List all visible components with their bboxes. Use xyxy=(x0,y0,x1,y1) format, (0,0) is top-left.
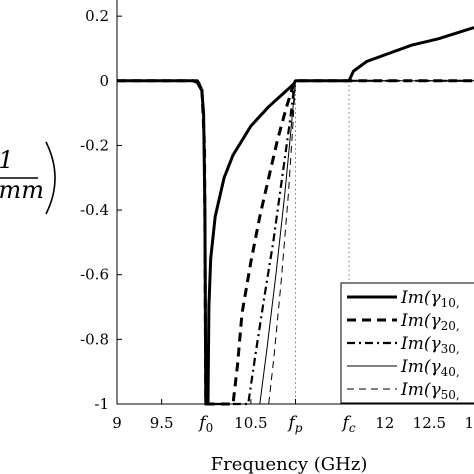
legend-label: Im(γ20, xyxy=(400,311,460,333)
legend-label: Im(γ30, xyxy=(400,334,460,356)
legend: Im(γ10,Im(γ20,Im(γ30,Im(γ40,Im(γ50, xyxy=(340,282,474,404)
plot-frame xyxy=(116,0,474,405)
legend-label: Im(γ40, xyxy=(400,357,460,379)
y-label-denominator: mm xyxy=(0,176,44,204)
x-tick-label: 9 xyxy=(112,414,122,432)
ticks: 9 9.5 f0 10.5 fp fc 12 12.5 13 0.2 0 -0.2 -0.4 -0.6 -0… xyxy=(80,7,474,435)
x-axis-label: Frequency (GHz) xyxy=(211,454,368,474)
y-tick-label: -0.6 xyxy=(80,266,109,284)
y-tick-label: -0.2 xyxy=(80,136,109,154)
y-tick-label: -0.4 xyxy=(80,201,109,219)
x-tick-label: f0 xyxy=(197,413,213,435)
x-tick-label: 12.5 xyxy=(413,414,446,432)
y-tick-label: -0.8 xyxy=(80,330,109,348)
y-label-numerator: 1 xyxy=(0,146,14,174)
legend-label: Im(γ50, xyxy=(400,380,460,402)
x-tick-label: 9.5 xyxy=(150,414,174,432)
legend-box xyxy=(340,282,474,404)
series-line-3 xyxy=(117,80,474,405)
legend-label: Im(γ10, xyxy=(400,288,460,310)
x-tick-label: 12 xyxy=(375,414,394,432)
y-tick-label: -1 xyxy=(94,395,109,413)
y-label-paren xyxy=(45,141,56,215)
x-tick-label: fc xyxy=(341,413,356,435)
y-axis-label: 1 mm xyxy=(0,141,56,215)
series-line-0 xyxy=(117,26,474,406)
x-tick-label: fp xyxy=(287,413,303,435)
x-tick-label: 13 xyxy=(464,414,474,432)
series-lines xyxy=(117,26,474,406)
y-tick-label: 0.2 xyxy=(85,7,109,25)
y-tick-label: 0 xyxy=(99,72,109,90)
x-tick-label: 10.5 xyxy=(234,414,267,432)
